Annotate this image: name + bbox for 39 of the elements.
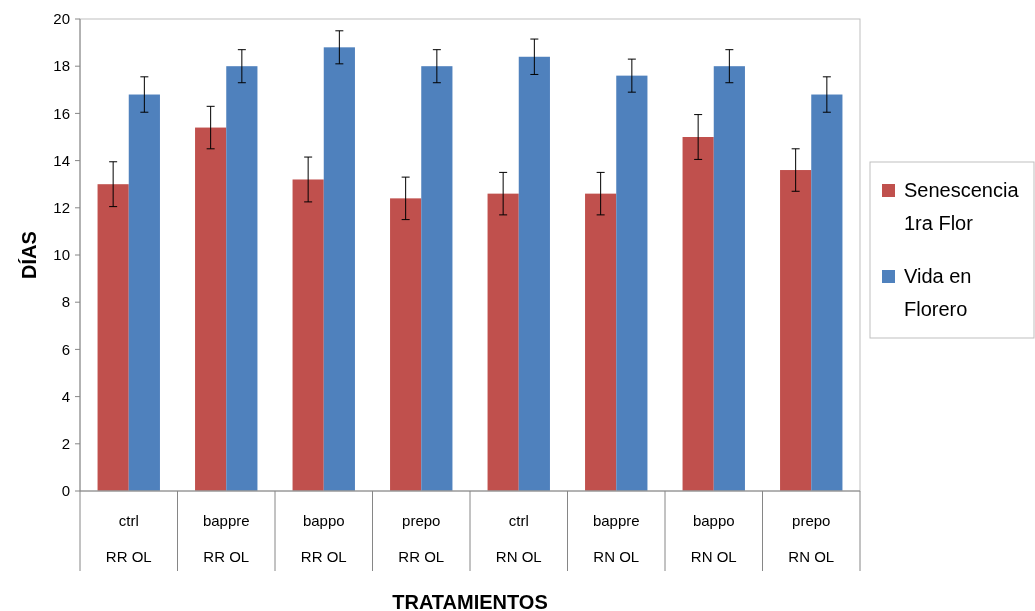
category-label: ctrl RN OL <box>495 512 542 565</box>
bar <box>518 56 550 491</box>
category-label: bappo RN OL <box>690 512 737 565</box>
y-tick-label: 10 <box>53 246 70 264</box>
bar <box>713 66 745 491</box>
bar <box>97 184 129 491</box>
bar <box>780 170 812 491</box>
y-tick-label: 18 <box>53 57 70 75</box>
bar <box>390 198 422 491</box>
y-tick-label: 2 <box>61 435 70 453</box>
bar <box>616 75 648 491</box>
category-label: prepo RN OL <box>788 512 835 565</box>
y-tick-label: 0 <box>61 482 70 500</box>
bar <box>292 179 324 491</box>
category-label: prepo RR OL <box>398 512 445 565</box>
bar <box>811 94 843 491</box>
category-label: bappo RR OL <box>300 512 347 565</box>
y-tick-label: 8 <box>61 293 70 311</box>
y-tick-label: 6 <box>61 340 70 358</box>
bar <box>487 193 519 491</box>
category-label: bappre RN OL <box>592 512 640 565</box>
bar <box>323 47 355 491</box>
legend-label: Vida en Florero <box>904 265 972 320</box>
category-label: bappre RR OL <box>202 512 250 565</box>
y-tick-label: 16 <box>53 104 70 122</box>
bar <box>682 137 714 491</box>
bar <box>585 193 617 491</box>
y-tick-label: 12 <box>53 199 70 217</box>
bar <box>128 94 160 491</box>
y-tick-label: 14 <box>53 151 70 169</box>
x-axis-title: TRATAMIENTOS <box>392 591 548 611</box>
y-axis-title: DÍAS <box>18 231 40 279</box>
bar <box>226 66 258 491</box>
bar <box>421 66 453 491</box>
category-label: ctrl RR OL <box>105 512 152 565</box>
y-tick-label: 4 <box>61 387 70 405</box>
y-tick-label: 20 <box>53 10 70 28</box>
legend-label: Senescencia 1ra Flor <box>904 179 1020 234</box>
bar <box>195 127 227 491</box>
